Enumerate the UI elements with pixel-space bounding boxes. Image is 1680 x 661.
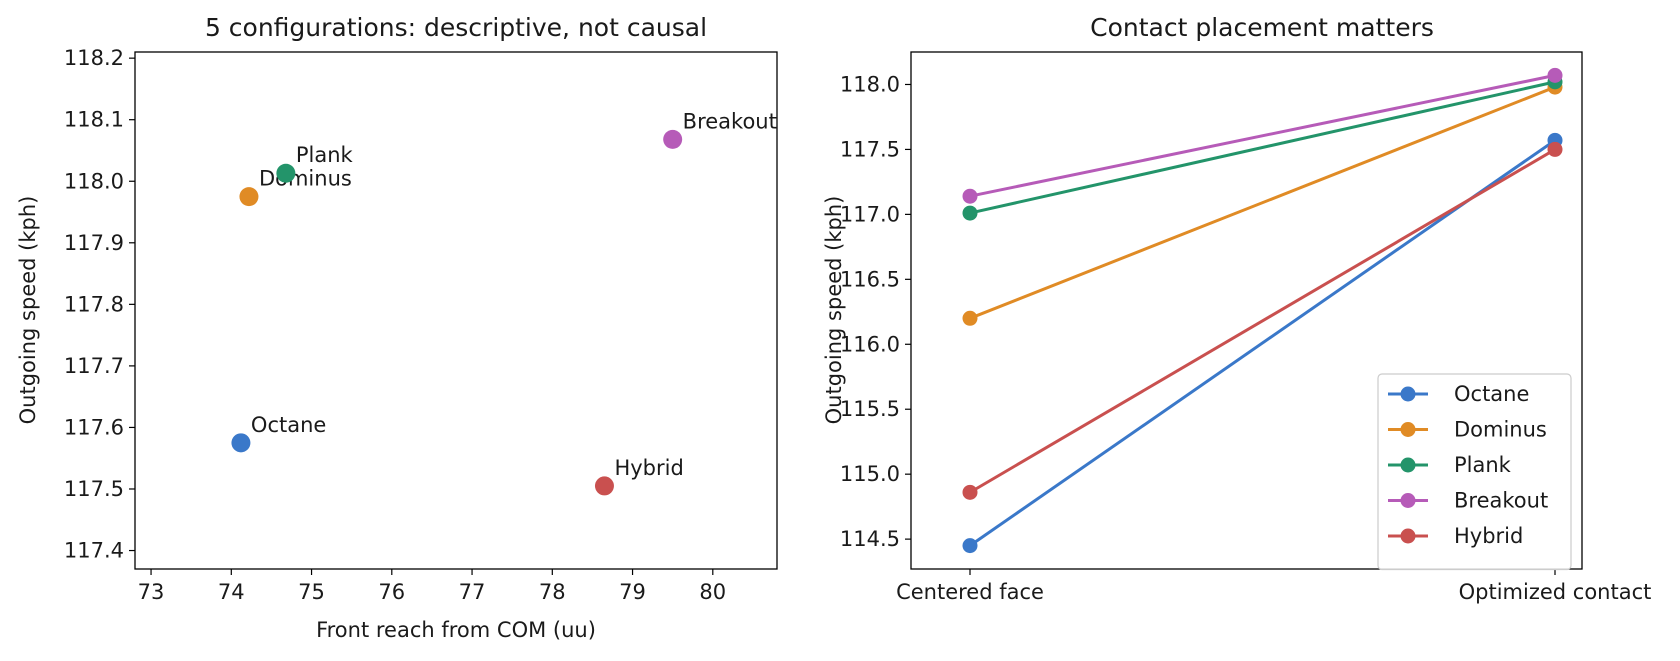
line-y-tick-label: 116.5 <box>840 267 900 291</box>
line-x-tick-label: Centered face <box>896 580 1044 604</box>
series-point-hybrid <box>1547 141 1563 157</box>
scatter-y-axis-label: Outgoing speed (kph) <box>16 196 40 425</box>
scatter-point-label-hybrid: Hybrid <box>614 456 683 480</box>
line-y-tick-label: 118.0 <box>840 72 900 96</box>
scatter-x-tick-label: 75 <box>298 580 325 604</box>
scatter-x-tick-label: 80 <box>699 580 726 604</box>
scatter-y-tick-label: 118.2 <box>64 46 124 70</box>
series-point-hybrid <box>962 484 978 500</box>
legend-label-breakout: Breakout <box>1454 489 1548 513</box>
series-point-dominus <box>962 310 978 326</box>
legend-label-dominus: Dominus <box>1454 418 1547 442</box>
line-y-tick-label: 116.0 <box>840 332 900 356</box>
scatter-point-label-plank: Plank <box>296 143 354 167</box>
legend-box <box>1377 373 1572 571</box>
series-line-plank <box>969 80 1556 215</box>
scatter-point-label-breakout: Breakout <box>683 109 777 133</box>
scatter-x-tick-label: 76 <box>378 580 405 604</box>
scatter-point-hybrid <box>594 476 614 496</box>
legend-marker-octane <box>1400 386 1416 402</box>
scatter-title: 5 configurations: descriptive, not causa… <box>205 13 707 42</box>
series-point-plank <box>962 205 978 221</box>
scatter-y-tick-label: 117.6 <box>64 415 124 439</box>
scatter-x-tick-label: 73 <box>138 580 165 604</box>
legend-marker-plank <box>1400 457 1416 473</box>
scatter-y-tick-label: 117.8 <box>64 292 124 316</box>
scatter-x-ticks: 73 74 75 76 77 78 79 80 <box>138 569 726 604</box>
line-y-tick-label: 115.0 <box>840 462 900 486</box>
legend-label-octane: Octane <box>1454 382 1529 406</box>
series-point-breakout <box>962 188 978 204</box>
legend-marker-hybrid <box>1400 528 1416 544</box>
legend-label-plank: Plank <box>1454 453 1512 477</box>
scatter-plot-frame <box>134 51 778 570</box>
line-x-ticks: Centered face Optimized contact <box>896 569 1651 604</box>
legend-marker-breakout <box>1400 493 1416 508</box>
scatter-point-label-dominus: Dominus <box>259 167 352 191</box>
line-title: Contact placement matters <box>1090 13 1434 42</box>
scatter-y-tick-label: 117.9 <box>64 231 124 255</box>
series-line-dominus <box>969 85 1556 320</box>
scatter-x-axis-label: Front reach from COM (uu) <box>316 618 596 642</box>
scatter-point-octane <box>231 433 251 453</box>
series-point-octane <box>962 538 978 554</box>
scatter-panel: 5 configurations: descriptive, not causa… <box>16 13 778 642</box>
scatter-x-tick-label: 78 <box>539 580 566 604</box>
scatter-y-tick-label: 117.7 <box>64 354 124 378</box>
line-legend: Octane Dominus Plank Breakout Hybrid <box>1377 373 1572 571</box>
line-x-tick-label: Optimized contact <box>1459 580 1652 604</box>
scatter-point-breakout <box>663 129 683 149</box>
scatter-y-tick-label: 117.5 <box>64 477 124 501</box>
scatter-x-tick-label: 74 <box>218 580 245 604</box>
line-y-tick-label: 117.0 <box>840 202 900 226</box>
series-line-hybrid <box>969 148 1556 494</box>
scatter-point-label-octane: Octane <box>251 413 326 437</box>
legend-label-hybrid: Hybrid <box>1454 524 1523 548</box>
legend-marker-dominus <box>1400 422 1416 437</box>
line-y-tick-label: 114.5 <box>840 527 900 551</box>
line-y-ticks: 114.5 115.0 115.5 116.0 116.5 117.0 117.5 118.0 <box>840 72 911 551</box>
scatter-y-tick-label: 117.4 <box>64 539 124 563</box>
scatter-y-ticks: 117.4 117.5 117.6 117.7 117.8 117.9 118.0 118.1… <box>64 46 135 563</box>
line-panel: Contact placement matters 114.5 115.0 115.… <box>822 13 1651 604</box>
series-point-breakout <box>1547 67 1563 83</box>
scatter-x-tick-label: 79 <box>619 580 646 604</box>
series-line-breakout <box>969 73 1556 198</box>
line-y-axis-label: Outgoing speed (kph) <box>822 196 846 425</box>
scatter-y-tick-label: 118.1 <box>64 108 124 132</box>
scatter-x-tick-label: 77 <box>459 580 486 604</box>
line-y-tick-label: 117.5 <box>840 137 900 161</box>
scatter-y-tick-label: 118.0 <box>64 169 124 193</box>
line-plot-frame <box>910 51 1583 570</box>
scatter-point-dominus <box>239 187 259 207</box>
scatter-point-plank <box>276 163 296 183</box>
line-y-tick-label: 115.5 <box>840 397 900 421</box>
line-series <box>962 67 1563 554</box>
